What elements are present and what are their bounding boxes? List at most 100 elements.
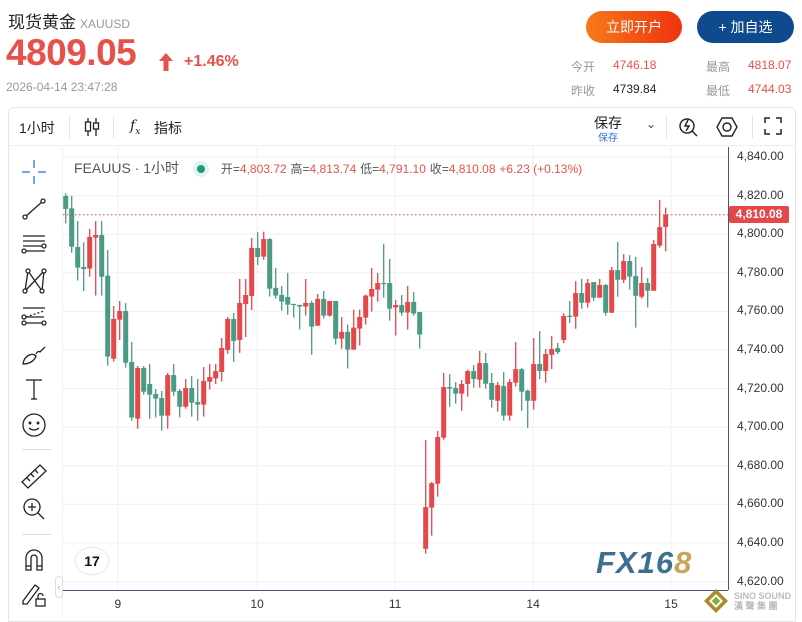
candle-body [291, 303, 297, 306]
low-key: 低= [360, 162, 380, 176]
interval-selector[interactable]: 1小时 [19, 120, 55, 136]
legend-high: 4,813.74 [309, 162, 357, 176]
ruler-icon[interactable] [20, 462, 48, 490]
candle-body [189, 388, 195, 403]
candle-body [231, 318, 237, 341]
candle-body [609, 270, 615, 313]
fullscreen-icon[interactable] [764, 117, 782, 135]
candle-body [123, 311, 129, 363]
timestamp: 2026-04-14 23:47:28 [6, 80, 118, 94]
parallel-lines-icon[interactable] [20, 230, 48, 258]
candle-body [159, 398, 165, 416]
open-value: 4746.18 [613, 58, 657, 72]
arrow-up-icon [159, 53, 173, 71]
fx168-watermark: FX168 [596, 545, 693, 580]
candle-body [459, 383, 465, 394]
last-price-label: 4,810.08 [729, 206, 789, 223]
candle-body [519, 369, 525, 392]
open-account-button[interactable]: 立即开户 [586, 11, 682, 43]
candle-body [279, 294, 285, 302]
candle-body [333, 300, 339, 339]
series-name: FEAUUS · 1小时 [74, 160, 180, 176]
candle-body [297, 304, 303, 307]
candle-body [435, 437, 441, 484]
settings-icon[interactable] [716, 116, 738, 138]
candle-body [135, 367, 141, 419]
x-tick-label: 14 [526, 597, 540, 611]
collapse-toolbar-button[interactable]: ‹ [55, 576, 63, 598]
zoom-in-icon[interactable] [20, 495, 48, 523]
x-tick-label: 10 [250, 597, 264, 611]
candle-body [351, 327, 357, 350]
quick-search-icon[interactable] [678, 116, 698, 138]
candle-body [489, 383, 495, 400]
save-status: 保存 [598, 133, 618, 144]
brush-icon[interactable] [20, 340, 48, 368]
add-watchlist-button[interactable]: + 加自选 [697, 11, 794, 43]
chart-legend: FEAUUS · 1小时 开=4,803.72 高=4,813.74 低=4,7… [74, 158, 582, 178]
candle-body [525, 390, 531, 401]
candle-body [345, 331, 351, 350]
text-icon[interactable] [20, 375, 48, 403]
candlestick-type-icon[interactable] [83, 117, 101, 137]
candle-body [69, 208, 75, 247]
save-dropdown-chevron-icon[interactable]: ⌄ [646, 117, 657, 131]
time-axis[interactable]: 9 10 11 14 15 [63, 590, 728, 616]
legend-close: 4,810.08 [448, 162, 496, 176]
low-value: 4744.03 [748, 82, 792, 96]
lock-drawing-icon[interactable] [20, 580, 48, 608]
high-value: 4818.07 [748, 58, 792, 72]
drawing-toolbar [9, 147, 63, 617]
y-tick-label: 4,840.00 [737, 149, 784, 163]
candle-body [615, 270, 621, 280]
candle-body [417, 311, 423, 335]
toolbar-divider [9, 145, 796, 146]
candle-body [411, 301, 417, 314]
candle-body [585, 283, 591, 303]
candlestick-chart[interactable] [63, 147, 728, 590]
magnet-icon[interactable] [20, 545, 48, 573]
prev-close-label: 昨收 [571, 84, 596, 98]
open-key: 开= [220, 162, 240, 176]
sinosound-logo-icon [704, 589, 728, 613]
crosshair-icon[interactable] [20, 158, 48, 186]
y-tick-label: 4,740.00 [737, 342, 784, 356]
candle-body [213, 371, 219, 379]
candle-body [195, 401, 201, 405]
y-tick-label: 4,780.00 [737, 264, 784, 279]
candle-body [369, 289, 375, 297]
candle-body [315, 298, 321, 326]
fib-icon[interactable] [20, 303, 48, 331]
divider [752, 116, 753, 138]
candle-body [249, 247, 255, 296]
candle-body [267, 239, 273, 289]
trend-line-icon[interactable] [20, 195, 48, 223]
save-button[interactable]: 保存 [594, 115, 622, 131]
pattern-icon[interactable] [20, 267, 48, 295]
candle-body [603, 284, 609, 313]
candle-body [147, 383, 153, 395]
candle-body [225, 318, 231, 350]
instrument-symbol: XAUUSD [80, 17, 131, 31]
current-price: 4809.05 [6, 32, 137, 73]
x-tick-label: 9 [114, 597, 122, 611]
candle-body [111, 318, 117, 359]
tradingview-logo[interactable]: 17 [76, 548, 108, 574]
candle-body [447, 387, 453, 389]
emoji-icon[interactable] [20, 411, 48, 439]
open-label: 今开 [571, 60, 596, 74]
candle-body [237, 302, 243, 340]
candle-body [63, 195, 69, 209]
candle-body [93, 234, 99, 238]
candle-body [555, 348, 561, 353]
candle-body [597, 284, 603, 298]
low-label: 最低 [706, 84, 731, 98]
candle-body [357, 316, 363, 329]
candle-body [405, 301, 411, 313]
legend-low: 4,791.10 [379, 162, 426, 176]
price-axis[interactable]: 4,840.00 4,820.00 4,800.00 4,780.00 4,760.00… [728, 147, 796, 590]
candle-body [87, 236, 93, 269]
candle-body [393, 305, 399, 308]
candle-body [495, 385, 501, 401]
indicators-button[interactable]: 指标 [154, 120, 182, 136]
